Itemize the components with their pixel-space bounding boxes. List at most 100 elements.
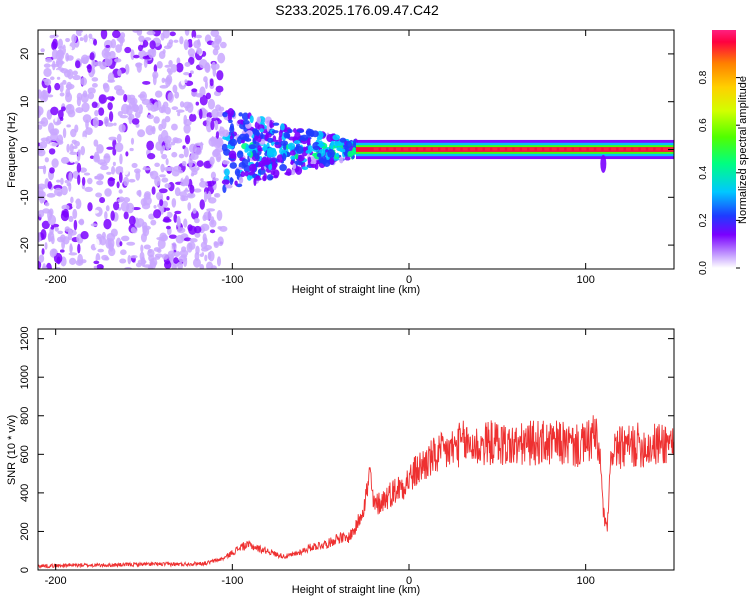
spectrogram-cell <box>154 175 161 187</box>
spectrogram-cell <box>65 37 71 43</box>
spectrogram-cell <box>41 196 46 203</box>
spectrogram-cell <box>347 150 354 157</box>
spectrogram-cell <box>293 140 301 145</box>
spectrogram-cell <box>147 114 155 120</box>
spectrogram-cell <box>79 205 88 213</box>
spectrogram-cell <box>222 129 230 137</box>
spectrogram-cell <box>87 202 93 212</box>
spectrogram-cell <box>211 135 215 147</box>
spectrogram-cell <box>148 213 155 220</box>
spectrogram-cell <box>38 124 43 130</box>
spectrogram-cell <box>167 92 174 103</box>
spectrogram-cell <box>46 193 56 198</box>
snr-y-tick-label: 600 <box>19 445 31 463</box>
spectrogram-cell <box>269 119 273 129</box>
spectrogram-cell <box>329 157 335 165</box>
spectrogram-cell <box>115 166 124 175</box>
spectrogram-cell <box>238 176 244 184</box>
spectrogram-cell <box>112 148 117 156</box>
spectrogram-cell <box>81 31 87 36</box>
spectrogram-cell <box>184 79 188 84</box>
spectrogram-cell <box>184 134 191 145</box>
spectrogram-cell <box>191 30 197 39</box>
snr-series-line <box>38 415 674 569</box>
spectrogram-cell <box>262 146 268 151</box>
spectrogram-cell <box>64 226 71 232</box>
spectrogram-cell <box>316 152 322 158</box>
spectrogram-cell <box>129 147 134 152</box>
spectrogram-peak <box>581 147 587 151</box>
colorbar-tick-label: 0.8 <box>698 70 709 84</box>
colorbar-label: Normalized spectral amplitude <box>737 76 749 224</box>
spectrogram-cell <box>158 188 168 194</box>
spectrogram-cell <box>47 84 52 94</box>
spectrogram-cell <box>128 178 136 183</box>
spectrogram-cell <box>94 109 99 117</box>
spectrogram-cell <box>310 163 317 169</box>
spectrogram-cell <box>44 78 52 86</box>
spectrogram-cell <box>222 160 230 165</box>
spectrogram-cell <box>106 171 112 175</box>
spectrogram-cell <box>54 82 61 91</box>
spectrogram-cell <box>120 235 130 242</box>
spectrogram-cell <box>186 102 194 114</box>
spectrogram-cell <box>131 206 141 211</box>
spectrogram-cell <box>59 249 65 253</box>
spectrogram-cell <box>81 176 86 186</box>
spectrogram-cell <box>62 127 67 139</box>
spectrogram-cell <box>153 247 161 252</box>
spectrogram-cell <box>108 136 117 141</box>
spectrogram-cell <box>153 116 160 124</box>
spectrogram-cell <box>163 212 168 217</box>
spectrogram-cell <box>114 58 122 63</box>
spectrogram-cell <box>240 139 245 144</box>
spectrogram-cell <box>255 175 261 179</box>
spectrogram-cell <box>174 91 180 99</box>
spectrogram-cell <box>168 70 173 75</box>
spectrogram-cell <box>193 40 202 49</box>
snr-y-ticks: 0 200 400 600 800 1000 1200 <box>19 326 674 573</box>
spectrogram-cell <box>60 177 64 185</box>
spectrogram-cell <box>116 181 120 189</box>
spectrogram-cell <box>182 178 190 185</box>
spectrogram-cell <box>144 37 152 41</box>
spectrogram-cell <box>236 150 244 159</box>
spectrogram-cell <box>162 49 166 55</box>
spectrogram-cell <box>202 233 207 243</box>
spectrogram-cell <box>131 118 140 125</box>
spectrogram-cell <box>41 248 45 255</box>
spectrogram-cell <box>191 88 198 93</box>
spectrogram-cell <box>117 198 124 203</box>
spectrogram-cell <box>88 33 93 39</box>
spectrogram-cell <box>130 49 135 60</box>
spectrogram-cell <box>57 109 64 120</box>
spectrogram-cell <box>345 140 353 148</box>
spectrogram-cell <box>195 93 204 98</box>
spectrogram-cell <box>76 162 82 173</box>
spectrogram-peak <box>529 147 535 151</box>
spectrogram-cell <box>154 162 160 167</box>
colorbar-tick-label: 0.2 <box>698 213 709 227</box>
spectrogram-cell <box>152 148 158 154</box>
spectrogram-x-tick-label: -200 <box>45 274 67 286</box>
spectrogram-cell <box>73 219 78 231</box>
spectrogram-cell <box>270 149 277 158</box>
spectrogram-cell <box>148 49 155 59</box>
spectrogram-cell <box>161 145 166 152</box>
spectrogram-cell <box>145 125 155 136</box>
spectrogram-cell <box>176 48 180 55</box>
spectrogram-cell <box>228 119 233 124</box>
spectrogram-cell <box>207 98 216 110</box>
spectrogram-cell <box>79 167 87 173</box>
snr-x-tick-label: 0 <box>406 575 412 587</box>
spectrogram-cell <box>320 159 328 164</box>
spectrogram-cell <box>156 61 163 69</box>
spectrogram-cell <box>173 257 179 264</box>
spectrogram-cell <box>142 226 150 237</box>
spectrogram-cell <box>216 70 224 81</box>
spectrogram-cell <box>93 139 99 147</box>
spectrogram-cell <box>161 77 166 84</box>
spectrogram-cell <box>80 92 89 104</box>
spectrogram-peak <box>536 147 542 151</box>
spectrogram-cell <box>119 153 123 165</box>
